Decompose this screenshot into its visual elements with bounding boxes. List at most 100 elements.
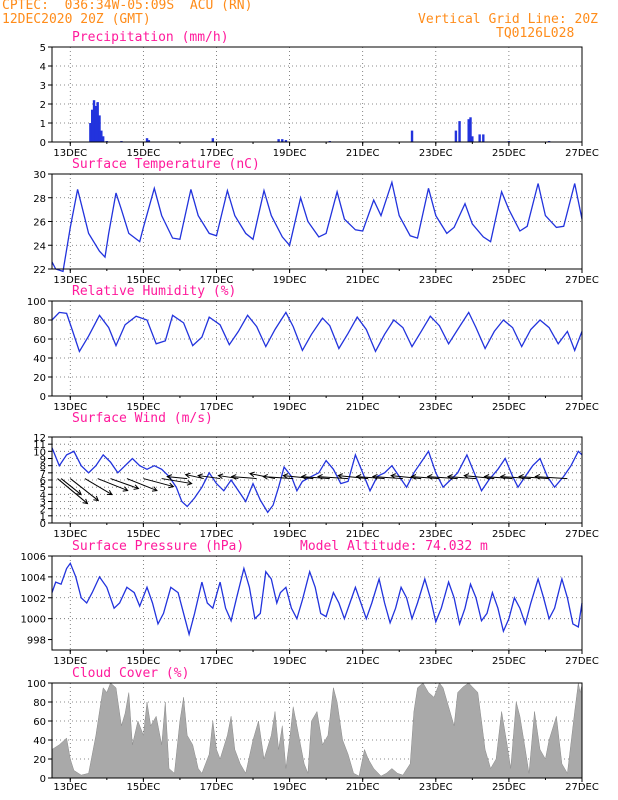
y-tick-label: 4	[40, 490, 46, 501]
y-tick-label: 60	[33, 335, 46, 346]
wind-arrow-head	[186, 480, 193, 486]
wind-arrow-head	[93, 495, 100, 502]
wind-arrow	[447, 476, 477, 480]
y-tick-label: 0	[40, 774, 46, 785]
wind-arrow-head	[300, 474, 307, 480]
y-tick-label: 4	[40, 62, 46, 73]
precip-bar	[145, 138, 149, 142]
wind-arrow	[218, 475, 239, 480]
wind-arrow	[161, 478, 192, 485]
wind-arrow-head	[133, 484, 140, 490]
wind-arrow	[249, 473, 276, 480]
x-tick-label: 19DEC	[273, 275, 307, 286]
y-tick-label: 60	[33, 717, 46, 728]
y-tick-label: 1002	[21, 594, 46, 605]
panel-frame	[51, 173, 583, 270]
precip-bar	[100, 130, 103, 142]
x-tick-label: 17DEC	[200, 148, 234, 159]
wind-arrow-head	[122, 486, 129, 492]
y-tick-label: 0	[40, 519, 46, 530]
x-tick-label: 17DEC	[200, 656, 234, 667]
wind-arrow-head	[499, 474, 506, 480]
panel-title: Surface Temperature (nC)	[72, 157, 260, 172]
wind-arrow-head	[534, 473, 541, 480]
wind-arrow	[372, 476, 403, 480]
y-tick-label: 30	[33, 170, 46, 181]
panel-5: Surface Pressure (hPa) Model Altitude: 74…	[21, 539, 599, 667]
x-tick-label: 25DEC	[492, 782, 526, 793]
x-tick-label: 13DEC	[53, 782, 87, 793]
wind-arrow	[427, 476, 458, 480]
wind-arrow	[57, 478, 88, 504]
x-tick-label: 25DEC	[492, 148, 526, 159]
x-tick-label: 27DEC	[565, 782, 599, 793]
precip-bar	[410, 130, 414, 142]
precip-bar	[211, 138, 215, 142]
wind-arrow-head	[371, 474, 378, 480]
x-tick-label: 17DEC	[200, 402, 234, 413]
x-tick-label: 21DEC	[346, 529, 380, 540]
wind-arrow-head	[248, 471, 255, 478]
x-tick-label: 23DEC	[419, 782, 453, 793]
y-tick-label: 998	[27, 636, 46, 647]
precip-bar	[91, 109, 94, 142]
y-tick-label: 6	[40, 476, 46, 487]
y-tick-label: 28	[33, 194, 46, 205]
y-tick-label: 20	[33, 755, 46, 766]
y-tick-label: 1	[40, 119, 46, 130]
x-tick-label: 27DEC	[565, 529, 599, 540]
wind-arrow	[318, 476, 349, 480]
y-tick-label: 5	[40, 43, 46, 54]
wind-arrow	[391, 475, 422, 480]
y-tick-label: 8	[40, 462, 46, 473]
y-tick-label: 40	[33, 354, 46, 365]
x-tick-label: 19DEC	[273, 402, 307, 413]
x-tick-label: 15DEC	[127, 402, 161, 413]
x-tick-label: 23DEC	[419, 529, 453, 540]
precip-bar	[98, 115, 101, 142]
panel-title: Cloud Cover (%)	[72, 666, 189, 681]
panel-frame	[51, 46, 583, 143]
precip-bar	[277, 139, 280, 142]
y-tick-label: 100	[27, 679, 46, 690]
precip-bar	[96, 102, 99, 142]
wind-arrow-head	[337, 473, 343, 479]
wind-arrow	[84, 478, 113, 495]
panel-title: Precipitation (mm/h)	[72, 30, 229, 45]
x-tick-label: 15DEC	[127, 782, 161, 793]
wind-arrow	[60, 478, 82, 495]
x-tick-label: 25DEC	[492, 529, 526, 540]
precip-bar	[478, 134, 481, 142]
y-tick-label: 9	[40, 455, 46, 466]
wind-arrow	[411, 476, 440, 480]
x-tick-label: 27DEC	[565, 148, 599, 159]
wind-arrow	[301, 476, 330, 480]
wind-arrow	[263, 476, 294, 480]
panel-frame	[51, 682, 583, 779]
wind-arrow-head	[230, 474, 237, 480]
wind-arrow	[519, 476, 550, 480]
x-tick-label: 17DEC	[200, 782, 234, 793]
model-id-header: TQ0126L028	[496, 26, 575, 41]
x-tick-label: 27DEC	[565, 402, 599, 413]
x-tick-label: 23DEC	[419, 148, 453, 159]
y-tick-label: 26	[33, 218, 46, 229]
series-line	[51, 561, 583, 637]
precip-bar	[101, 136, 105, 142]
wind-arrow-head	[262, 474, 268, 480]
y-tick-label: 1	[40, 512, 46, 523]
x-tick-label: 21DEC	[346, 656, 380, 667]
precip-bar	[281, 139, 284, 142]
wind-arrow-head	[168, 482, 175, 489]
grid-line-header: Vertical Grid Line: 20Z	[418, 12, 599, 27]
y-tick-label: 3	[40, 81, 46, 92]
wind-arrow-head	[282, 473, 289, 479]
panel-annotation: Model Altitude: 74.032 m	[300, 539, 488, 554]
x-tick-label: 19DEC	[273, 656, 307, 667]
panel-frame	[51, 300, 583, 397]
panel-title: Surface Wind (m/s)	[72, 411, 213, 426]
x-tick-label: 17DEC	[200, 529, 234, 540]
x-tick-label: 13DEC	[53, 656, 87, 667]
y-tick-label: 3	[40, 498, 46, 509]
wind-arrow	[464, 475, 495, 480]
